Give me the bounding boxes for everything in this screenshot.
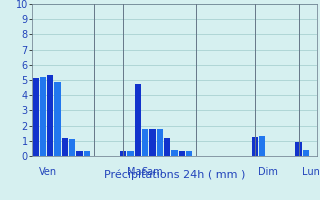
Text: Ven: Ven [39, 167, 57, 177]
Bar [171, 150, 178, 156]
Text: Dim: Dim [258, 167, 278, 177]
Bar [295, 142, 302, 156]
Bar [142, 129, 148, 156]
Bar [164, 138, 170, 156]
Bar [259, 136, 265, 156]
Bar [303, 150, 309, 156]
Bar [157, 129, 163, 156]
Bar [149, 129, 156, 156]
X-axis label: Précipitations 24h ( mm ): Précipitations 24h ( mm ) [104, 170, 245, 180]
Bar [62, 138, 68, 156]
Bar [127, 151, 134, 156]
Bar [84, 151, 90, 156]
Text: Sam: Sam [141, 167, 163, 177]
Bar [47, 75, 53, 156]
Bar [69, 139, 75, 156]
Bar [179, 151, 185, 156]
Bar [33, 78, 39, 156]
Text: Mar: Mar [127, 167, 145, 177]
Bar [120, 151, 126, 156]
Bar [40, 77, 46, 156]
Bar [54, 82, 61, 156]
Bar [252, 137, 258, 156]
Text: Lun: Lun [302, 167, 320, 177]
Bar [135, 84, 141, 156]
Bar [186, 151, 192, 156]
Bar [76, 151, 83, 156]
